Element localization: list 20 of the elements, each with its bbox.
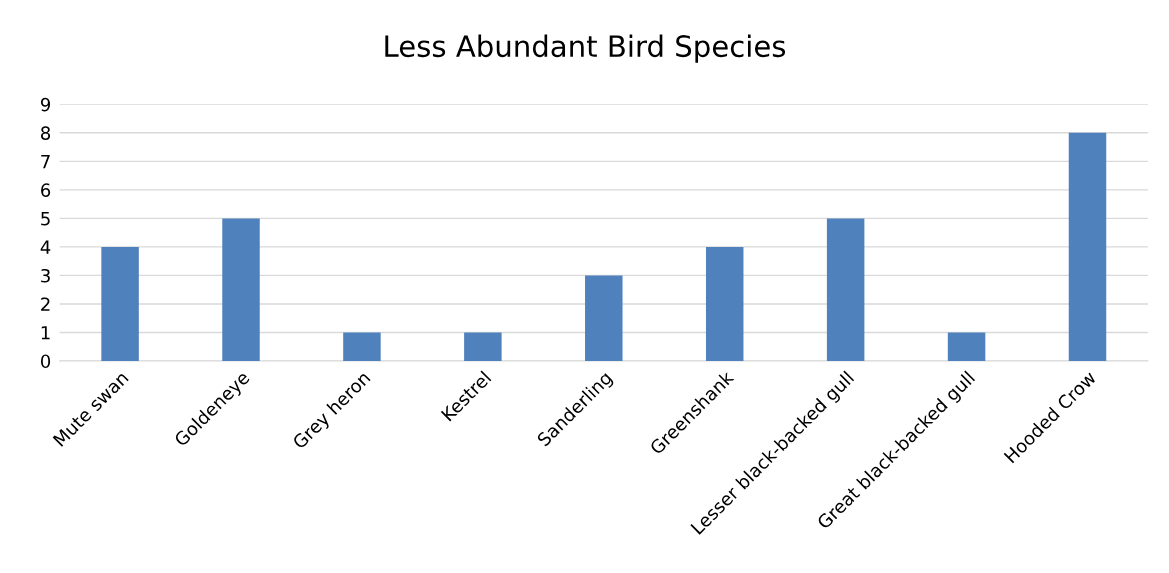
chart-title: Less Abundant Bird Species [385, 34, 786, 63]
y-tick-label: 4 [40, 240, 51, 254]
bar [705, 246, 744, 361]
bar [585, 275, 623, 361]
bar [826, 218, 865, 361]
y-tick-label: 8 [41, 126, 51, 140]
bar [222, 218, 260, 361]
y-tick-label: 3 [41, 268, 50, 283]
y-tick-label: 2 [41, 297, 50, 311]
y-tick-label: 7 [41, 155, 50, 169]
y-tick-label: 1 [41, 326, 50, 340]
y-tick-label: 0 [40, 354, 51, 369]
y-tick-label: 9 [40, 97, 51, 112]
bar [1068, 132, 1107, 361]
bar [101, 246, 139, 361]
bar [464, 332, 502, 361]
y-tick-label: 6 [41, 183, 51, 197]
y-tick-label: 5 [41, 212, 50, 226]
bar [947, 332, 986, 361]
bar [343, 332, 381, 361]
